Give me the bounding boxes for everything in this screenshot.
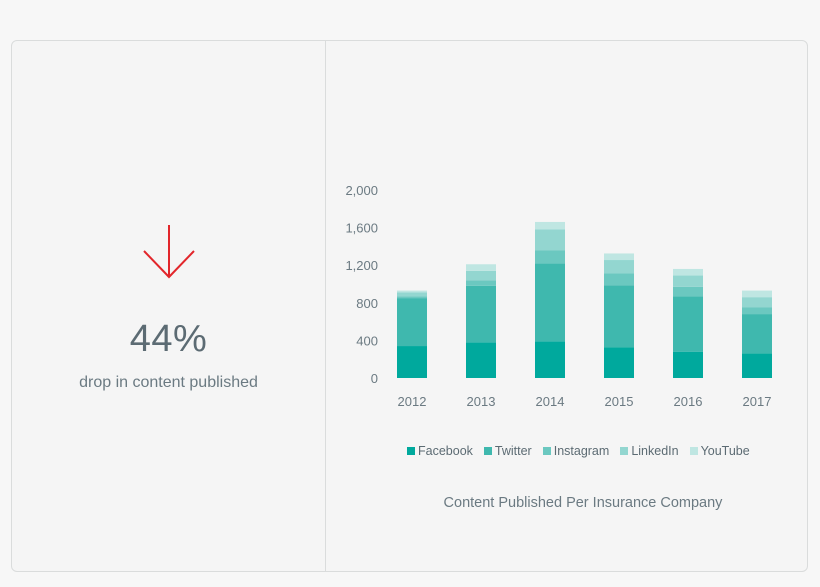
bar-segment-instagram	[535, 250, 565, 264]
x-axis: 2012 2013 2014 2015 2016 2017	[398, 394, 772, 409]
bar-segment-linkedin	[604, 260, 634, 274]
bar-segment-twitter	[466, 285, 496, 343]
x-tick-label: 2012	[398, 394, 427, 409]
bar-segment-linkedin	[397, 292, 427, 297]
y-tick-label: 1,600	[345, 221, 378, 236]
chart-title: Content Published Per Insurance Company	[443, 495, 723, 511]
stat-value: 44%	[129, 318, 208, 360]
legend-swatch	[620, 447, 629, 455]
legend-swatch	[689, 447, 698, 455]
legend-swatch	[542, 447, 551, 455]
legend-label: Twitter	[494, 444, 532, 458]
bar-segment-twitter	[742, 314, 772, 354]
bar-segment-facebook	[466, 342, 496, 378]
legend-swatch	[483, 447, 492, 455]
x-tick-label: 2017	[743, 394, 772, 409]
bar-segment-linkedin	[535, 229, 565, 251]
bar-segment-youtube	[535, 221, 565, 230]
bar-segment-twitter	[604, 285, 634, 348]
bar-segment-instagram	[604, 273, 634, 286]
bar-segment-youtube	[466, 264, 496, 271]
bar-segment-instagram	[466, 280, 496, 286]
legend-label: Facebook	[418, 444, 473, 458]
chart-legend: Facebook Twitter Instagram LinkedIn YouTube	[407, 444, 750, 458]
legend-label: LinkedIn	[631, 444, 679, 458]
x-tick-label: 2014	[536, 394, 565, 409]
legend-item-facebook: Facebook	[407, 444, 473, 458]
panel-divider	[325, 41, 326, 572]
bar-segment-linkedin	[742, 297, 772, 308]
y-tick-label: 0	[371, 371, 378, 386]
y-axis: 0 400 800 1,200 1,600 2,000	[345, 183, 378, 386]
bar-segment-facebook	[535, 341, 565, 378]
x-tick-label: 2016	[674, 394, 703, 409]
bar-segment-youtube	[604, 253, 634, 261]
x-tick-label: 2013	[467, 394, 496, 409]
y-tick-label: 2,000	[345, 183, 378, 198]
bar-segment-instagram	[673, 286, 703, 297]
stat-panel: 44% drop in content published	[12, 41, 325, 572]
bar-segment-facebook	[673, 351, 703, 378]
bar-segment-youtube	[673, 268, 703, 276]
legend-item-linkedin: LinkedIn	[620, 444, 679, 458]
bar-segment-twitter	[673, 296, 703, 352]
bar-segment-instagram	[742, 307, 772, 315]
bar-segment-youtube	[397, 290, 427, 293]
bars	[397, 221, 772, 378]
legend-item-twitter: Twitter	[483, 444, 532, 458]
bar-segment-linkedin	[466, 270, 496, 281]
bar-segment-youtube	[742, 290, 772, 298]
bar-segment-facebook	[604, 347, 634, 378]
legend-item-youtube: YouTube	[689, 444, 750, 458]
bar-segment-linkedin	[673, 275, 703, 287]
y-tick-label: 400	[356, 333, 378, 348]
bar-segment-twitter	[397, 298, 427, 347]
y-tick-label: 800	[356, 296, 378, 311]
bar-segment-instagram	[397, 296, 427, 299]
stat-caption: drop in content published	[79, 374, 258, 391]
legend-label: YouTube	[700, 444, 750, 458]
x-tick-label: 2015	[605, 394, 634, 409]
arrow-down-icon	[143, 225, 195, 279]
legend-label: Instagram	[553, 444, 610, 458]
legend-swatch	[407, 447, 415, 455]
bar-segment-facebook	[742, 353, 772, 378]
legend-item-instagram: Instagram	[542, 444, 610, 458]
bar-segment-twitter	[535, 263, 565, 342]
y-tick-label: 1,200	[345, 258, 378, 273]
bar-segment-facebook	[397, 346, 427, 378]
